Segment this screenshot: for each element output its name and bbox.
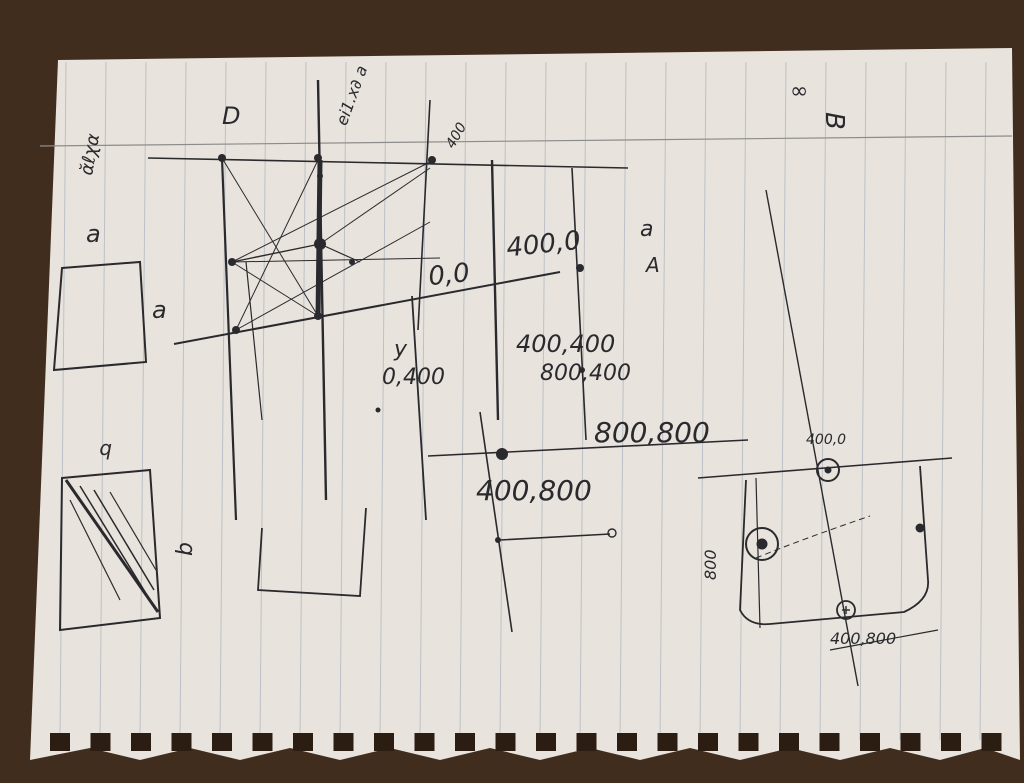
- perforation-hole: [374, 733, 394, 751]
- ruled-line: [379, 61, 387, 741]
- perforation-hole: [657, 733, 678, 751]
- ruled-line: [139, 61, 147, 741]
- perspective-sketch: [147, 79, 629, 597]
- perforation-hole: [738, 733, 759, 751]
- perforation-hole: [576, 733, 597, 751]
- square-sketch-a: [52, 260, 148, 372]
- perforation-hole: [617, 733, 637, 751]
- perforation-holes: [50, 733, 1002, 751]
- perforation-hole: [131, 733, 151, 751]
- notebook-page: [30, 48, 1020, 760]
- letter-b-2: b: [173, 542, 198, 556]
- perforation-hole: [455, 733, 475, 751]
- ruled-lines: [59, 61, 987, 741]
- letter-b-1: b: [99, 439, 112, 463]
- ruled-line: [459, 61, 467, 741]
- ruled-line: [219, 61, 227, 741]
- origin-label: 0,0: [427, 258, 471, 292]
- rectangle-sketch: [697, 189, 953, 687]
- infinity-mark: ∞: [790, 79, 808, 104]
- y-axis-label: y: [393, 337, 408, 362]
- right-side-label: 800: [701, 549, 720, 580]
- perforation-hole: [981, 733, 1002, 751]
- bottom-point-label: 400,800: [476, 474, 592, 507]
- right-bottom-point-label: 400,800: [830, 629, 896, 648]
- ruled-line: [979, 61, 987, 741]
- ruled-line: [819, 61, 827, 741]
- perforation-hole: [536, 733, 556, 751]
- section-b-label: B: [819, 112, 849, 130]
- perforation-hole: [414, 733, 435, 751]
- ruled-line: [339, 61, 347, 741]
- perforation-hole: [293, 733, 313, 751]
- square-sketch-b: [58, 468, 162, 632]
- ruled-line: [899, 61, 907, 741]
- perforation-hole: [941, 733, 961, 751]
- perforation-hole: [171, 733, 192, 751]
- perforation-hole: [779, 733, 799, 751]
- left-point-label: 0,400: [382, 365, 445, 390]
- ruled-line: [659, 61, 667, 741]
- perforation-hole: [698, 733, 718, 751]
- perforation-hole: [212, 733, 232, 751]
- perforation-hole: [90, 733, 111, 751]
- ruled-line: [779, 61, 787, 741]
- margin-line: [39, 135, 1013, 147]
- perforation-hole: [333, 733, 354, 751]
- letter-a-side-2: A: [644, 253, 660, 277]
- letter-a-side: a: [640, 217, 653, 242]
- ruled-line: [499, 61, 507, 741]
- perforation-hole: [495, 733, 516, 751]
- bottom-right-point-label: 800,800: [594, 416, 710, 449]
- ruled-line: [619, 61, 627, 741]
- letter-a-1: a: [86, 220, 101, 248]
- perforation-hole: [900, 733, 921, 751]
- letter-a-2: a: [152, 296, 167, 324]
- coordinate-sketch: [375, 159, 749, 633]
- ruled-line: [179, 61, 187, 741]
- ruled-line: [539, 61, 547, 741]
- ruled-line: [699, 61, 707, 741]
- center-point-b-label: 800,400: [540, 361, 631, 386]
- ruled-line: [579, 61, 587, 741]
- perforation-hole: [860, 733, 880, 751]
- center-point-label: 400,400: [516, 330, 615, 358]
- ruled-line: [939, 61, 947, 741]
- perforation-hole: [252, 733, 273, 751]
- perforation-hole: [50, 733, 70, 751]
- ruled-line: [99, 61, 107, 741]
- ruled-line: [419, 61, 427, 741]
- perforation-hole: [819, 733, 840, 751]
- paper-sheet: [30, 48, 1020, 760]
- ruled-line: [299, 61, 307, 741]
- ruled-line: [859, 61, 867, 741]
- section-d-label: D: [222, 102, 240, 130]
- ruled-line: [739, 61, 747, 741]
- ruled-line: [259, 61, 267, 741]
- right-top-point-label: 400,0: [806, 432, 846, 448]
